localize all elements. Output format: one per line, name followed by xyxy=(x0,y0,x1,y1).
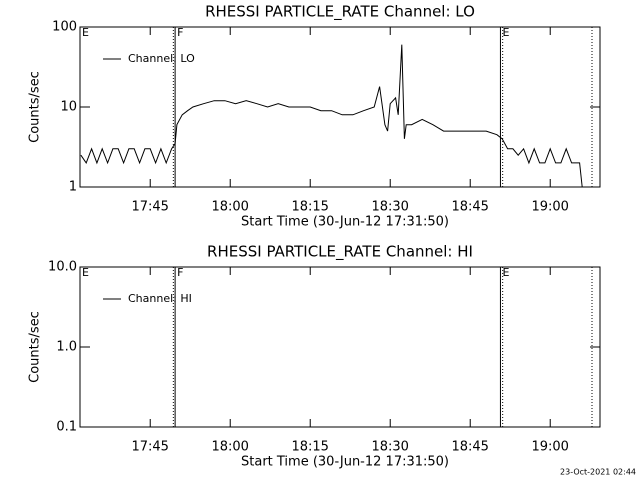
flag-label: F xyxy=(177,26,183,39)
data-line xyxy=(80,44,583,188)
flag-label: E xyxy=(502,26,509,39)
x-tick-label: 19:00 xyxy=(531,200,568,215)
chart-title: RHESSI PARTICLE_RATE Channel: HI xyxy=(207,243,473,262)
flag-label: E xyxy=(502,266,509,279)
x-tick-label: 18:15 xyxy=(291,440,328,455)
x-tick-label: 18:45 xyxy=(451,200,488,215)
x-tick-label: 18:30 xyxy=(371,440,408,455)
x-tick-label: 17:45 xyxy=(131,440,168,455)
x-tick-label: 18:15 xyxy=(291,200,328,215)
timestamp: 23-Oct-2021 02:44 xyxy=(560,468,636,477)
y-tick-label: 10 xyxy=(60,100,77,115)
x-tick-label: 18:00 xyxy=(211,200,248,215)
flag-label: E xyxy=(82,26,89,39)
chart-title: RHESSI PARTICLE_RATE Channel: LO xyxy=(205,3,475,22)
flag-label: E xyxy=(82,266,89,279)
y-tick-label: 0.1 xyxy=(56,420,77,435)
y-tick-label: 1 xyxy=(69,180,77,195)
x-tick-label: 18:45 xyxy=(451,440,488,455)
x-tick-label: 19:00 xyxy=(531,440,568,455)
x-axis-label: Start Time (30-Jun-12 17:31:50) xyxy=(241,455,449,470)
x-axis-label: Start Time (30-Jun-12 17:31:50) xyxy=(241,215,449,230)
plot-frame xyxy=(79,26,601,188)
legend-label: Channel: HI xyxy=(128,292,192,305)
x-tick-label: 18:00 xyxy=(211,440,248,455)
plot-frame xyxy=(79,266,601,428)
legend-label: Channel: LO xyxy=(128,52,195,65)
y-tick-label: 1.0 xyxy=(56,340,77,355)
y-tick-label: 10.0 xyxy=(48,260,77,275)
x-tick-label: 17:45 xyxy=(131,200,168,215)
y-axis-label: Counts/sec xyxy=(28,71,43,143)
flag-label: F xyxy=(177,266,183,279)
x-tick-label: 18:30 xyxy=(371,200,408,215)
y-tick-label: 100 xyxy=(52,20,77,35)
y-axis-label: Counts/sec xyxy=(28,311,43,383)
